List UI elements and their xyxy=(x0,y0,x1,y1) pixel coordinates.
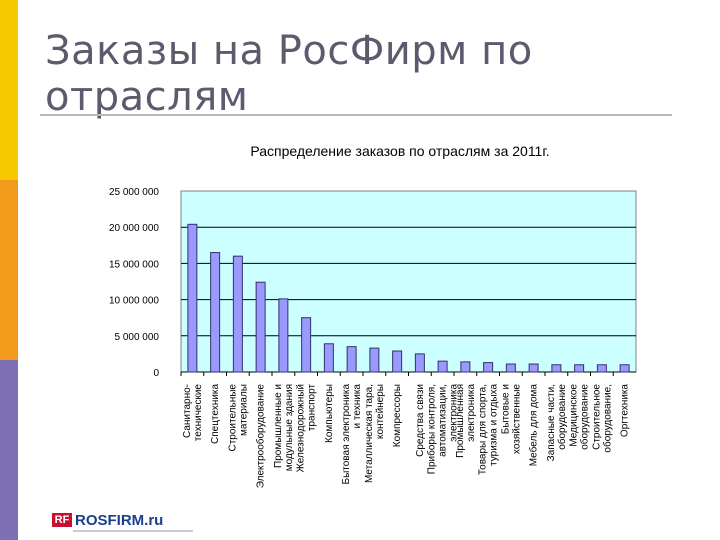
bar xyxy=(483,362,494,373)
logo-mark-icon: RF xyxy=(52,513,72,527)
plot-area xyxy=(180,190,637,373)
logo-tagline xyxy=(73,530,193,532)
bar xyxy=(551,364,562,373)
x-tick-label: Приборы контроля,автоматизации,электрони… xyxy=(426,384,460,475)
bar xyxy=(574,364,585,373)
bar xyxy=(301,317,312,373)
bar xyxy=(255,281,266,373)
x-tick-label: Металлическая тара,контейнеры xyxy=(364,384,386,483)
bar xyxy=(414,353,425,373)
bar xyxy=(210,252,221,373)
bar xyxy=(323,343,334,373)
x-tick-label: Компьютеры xyxy=(324,384,335,443)
accent-bar-orange xyxy=(0,180,18,360)
x-tick-label: Оргтехника xyxy=(620,384,631,438)
x-tick-label: Медицинскоеоборудование xyxy=(569,384,591,450)
accent-bar-yellow xyxy=(0,0,18,180)
x-tick-label: Товары для спорта,туризма и отдыха xyxy=(478,384,500,476)
bar xyxy=(619,364,630,373)
chart-title: Распределение заказов по отраслям за 201… xyxy=(250,143,549,159)
title-divider xyxy=(40,114,672,116)
bar xyxy=(278,298,289,373)
x-tick-label: Электрооборудование xyxy=(255,384,267,489)
y-tick-label: 0 xyxy=(153,368,159,379)
y-tick-label: 10 000 000 xyxy=(109,296,159,307)
x-tick-label: Компрессоры xyxy=(392,384,403,447)
x-tick-label: Спецтехника xyxy=(210,384,221,444)
x-tick-label: Бытовая электроникаи техника xyxy=(341,384,363,485)
bar xyxy=(460,361,471,373)
y-tick-label: 20 000 000 xyxy=(109,223,159,234)
slide-title: Заказы на РосФирм по отраслям xyxy=(45,28,533,120)
y-tick-label: 5 000 000 xyxy=(115,332,160,343)
logo-text: ROSFIRM.ru xyxy=(75,511,164,529)
bar xyxy=(346,346,357,373)
bar xyxy=(528,363,539,373)
x-tick-label: Бытовые ихозяйственные xyxy=(500,384,522,454)
x-tick-label: Промышленнаяэлектроника xyxy=(455,384,477,458)
x-tick-label: Строительныематериалы xyxy=(227,384,249,452)
bar xyxy=(369,347,380,373)
bar xyxy=(437,360,448,373)
x-tick-label: Санитарно-технические xyxy=(182,384,204,442)
x-tick-label: Железнодорожныйтранспорт xyxy=(296,384,318,473)
x-tick-label: Запасные части,оборудование xyxy=(546,384,568,462)
bar xyxy=(392,350,403,373)
bar xyxy=(596,364,607,373)
accent-bar-purple xyxy=(0,360,18,540)
x-tick-label: Мебель для дома xyxy=(528,384,540,467)
rosfirm-logo[interactable]: RF ROSFIRM.ru xyxy=(52,511,164,529)
x-tick-label: Строительноеоборудование, xyxy=(591,384,613,453)
bar xyxy=(187,223,198,373)
bar xyxy=(232,255,243,373)
bar xyxy=(505,363,516,373)
x-tick-label: Средства связи xyxy=(415,384,426,457)
x-tick-label: Промышленные имодульные здания xyxy=(273,384,295,471)
y-tick-label: 15 000 000 xyxy=(109,259,159,270)
y-tick-label: 25 000 000 xyxy=(109,187,159,198)
